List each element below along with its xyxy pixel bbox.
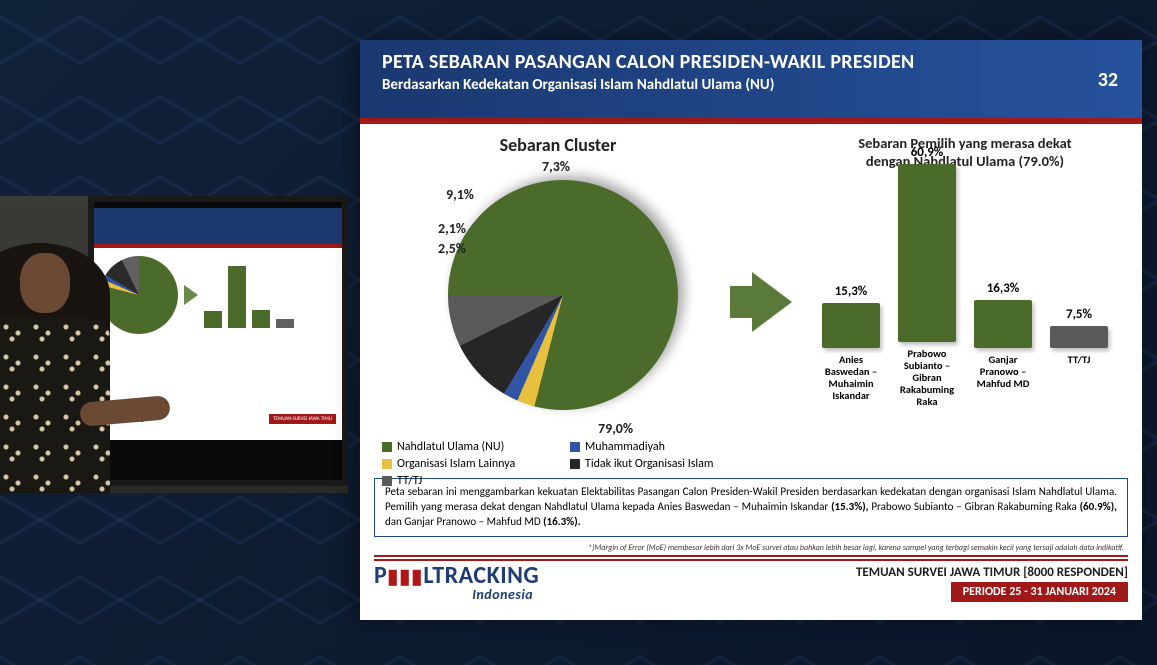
slide-subtitle: Berdasarkan Kedekatan Organisasi Islam N… [382, 76, 1120, 94]
legend-swatch [382, 459, 392, 469]
monitor: P▮▮LTRACKING TEMUAN SURVEI JAWA TIMU [88, 196, 348, 486]
pie-legend: Nahdlatul Ulama (NU) Organisasi Islam Lai… [378, 440, 738, 488]
slide-body: Sebaran Cluster 79,0% 2,5% 2,1% 9,1% 7,3% Na… [360, 124, 1142, 476]
footer-line1: TEMUAN SURVEI JAWA TIMUR [8000 RESPONDEN… [856, 565, 1128, 580]
pie-slice-label: 2,1% [438, 220, 466, 237]
moe-note: *)Margin of Error (MoE) membesar lebih d… [360, 541, 1142, 555]
bar-value-label: 7,5% [1066, 307, 1092, 322]
bar [974, 300, 1032, 348]
bar-area: 15,3%Anies Baswedan – Muhaimin Iskandar6… [806, 188, 1124, 408]
legend-item: Nahdlatul Ulama (NU) [382, 440, 546, 454]
pie-wrap: 79,0% 2,5% 2,1% 9,1% 7,3% [418, 160, 698, 440]
legend-swatch [382, 476, 392, 486]
presenter-video-panel: P▮▮LTRACKING TEMUAN SURVEI JAWA TIMU [0, 196, 348, 493]
bar-column: 16,3% Ganjar Pranowo – Mahfud MD [974, 281, 1032, 408]
pie-slice-label: 2,5% [438, 240, 466, 257]
bar [1050, 326, 1108, 348]
bar-value-label: 15,3% [835, 284, 868, 299]
bar-category-label: Ganjar Pranowo – Mahfud MD [974, 354, 1032, 408]
pie-slice-label: 7,3% [542, 158, 570, 175]
thin-red-line [374, 555, 1128, 557]
page-number: 32 [1098, 68, 1118, 92]
legend-item: Organisasi Islam Lainnya [382, 457, 546, 471]
footer-right: TEMUAN SURVEI JAWA TIMUR [8000 RESPONDEN… [856, 565, 1128, 602]
main-slide: PETA SEBARAN PASANGAN CALON PRESIDEN-WAK… [360, 40, 1142, 620]
pie-slice-label: 9,1% [446, 186, 474, 203]
bar-value-label: 60,9% [911, 145, 944, 160]
slide-header: PETA SEBARAN PASANGAN CALON PRESIDEN-WAK… [360, 40, 1142, 118]
bar-category-label: Prabowo Subianto – Gibran Rakabuming Rak… [898, 348, 956, 408]
slide-title: PETA SEBARAN PASANGAN CALON PRESIDEN-WAK… [382, 50, 1120, 74]
footer-line2: PERIODE 25 - 31 JANUARI 2024 [951, 582, 1128, 602]
legend-item: TT/TJ [382, 474, 546, 488]
bar-column: 15,3% Anies Baswedan – Muhaimin Iskandar [822, 284, 880, 408]
bar-category-label: TT/TJ [1068, 354, 1091, 408]
pie-title: Sebaran Cluster [378, 134, 738, 156]
presenter-person [0, 243, 110, 493]
bar-column: 7,5% TT/TJ [1050, 307, 1108, 408]
legend-item: Muhammadiyah [570, 440, 734, 454]
slide-footer: P▮▮▮LTRACKING Indonesia TEMUAN SURVEI JA… [374, 559, 1128, 602]
bar [898, 164, 956, 342]
bar-title: Sebaran Pemilih yang merasa dekat dengan… [806, 134, 1124, 170]
pie-chart-block: Sebaran Cluster 79,0% 2,5% 2,1% 9,1% 7,3% Na… [378, 134, 738, 470]
poltracking-logo: P▮▮▮LTRACKING Indonesia [374, 565, 539, 601]
bar-chart-block: Sebaran Pemilih yang merasa dekat dengan… [806, 134, 1124, 470]
bar-value-label: 16,3% [987, 281, 1020, 296]
legend-label: Muhammadiyah [585, 440, 665, 454]
legend-swatch [570, 442, 580, 452]
legend-label: Tidak ikut Organisasi Islam [585, 457, 714, 471]
legend-swatch [570, 459, 580, 469]
pie-slice-label: 79,0% [598, 420, 633, 437]
bar [822, 303, 880, 348]
arrow-icon [752, 272, 792, 332]
legend-label: Organisasi Islam Lainnya [397, 457, 515, 471]
legend-label: TT/TJ [397, 474, 422, 488]
bar-category-label: Anies Baswedan – Muhaimin Iskandar [822, 354, 880, 408]
legend-label: Nahdlatul Ulama (NU) [397, 440, 504, 454]
bar-column: 60,9% Prabowo Subianto – Gibran Rakabumin… [898, 145, 956, 408]
legend-item: Tidak ikut Organisasi Islam [570, 457, 734, 471]
legend-swatch [382, 442, 392, 452]
pie-chart [448, 180, 678, 410]
